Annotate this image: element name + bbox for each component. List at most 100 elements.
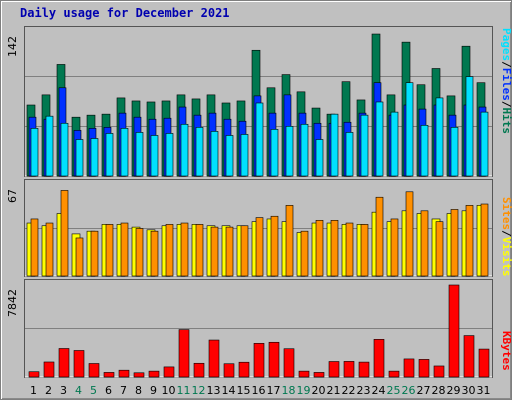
x-tick-label: 3	[60, 384, 67, 397]
kbytes-bar	[148, 370, 160, 378]
kbytes-legend-entry: KBytes	[500, 331, 512, 371]
sites-bar	[225, 226, 234, 277]
pages-bar	[270, 129, 279, 177]
kbytes-bar	[193, 362, 205, 378]
kbytes-bar	[28, 371, 40, 378]
pages-bar	[315, 139, 324, 177]
x-tick-label: 9	[150, 384, 157, 397]
pages-bar	[105, 133, 114, 177]
kbytes-bar	[208, 339, 220, 378]
hits-ymax-label: 142	[6, 36, 19, 57]
x-tick-label: 14	[222, 384, 236, 397]
kbytes-bar	[133, 372, 145, 378]
x-tick-label: 15	[237, 384, 251, 397]
pages-bar	[480, 111, 489, 177]
chart-title: Daily usage for December 2021	[20, 6, 230, 20]
pages-bar	[120, 128, 129, 177]
sites-bar	[45, 222, 54, 277]
sites-bar	[450, 209, 459, 277]
kbytes-bar	[73, 350, 85, 378]
x-tick-label: 19	[297, 384, 311, 397]
sites-bar	[435, 221, 444, 277]
pages-bar	[210, 131, 219, 177]
kbytes-bar	[358, 361, 370, 378]
pages-bar	[75, 139, 84, 177]
pages-bar	[255, 102, 264, 177]
sites-bar	[165, 224, 174, 277]
visits-legend-entry: Visits	[500, 237, 512, 277]
pages-bar	[60, 122, 69, 177]
kbytes-bar	[328, 361, 340, 378]
sites-bar	[465, 205, 474, 277]
sites-bar	[90, 230, 99, 277]
sites-bar	[315, 220, 324, 277]
pages-bar	[435, 97, 444, 177]
sites-bar	[75, 237, 84, 277]
hits-legend-entry: /	[500, 101, 512, 108]
sites-bar	[240, 225, 249, 277]
pages-bar	[45, 115, 54, 177]
sites-bar	[360, 224, 369, 277]
sites-bar	[390, 218, 399, 277]
kbytes-bar	[58, 348, 70, 378]
x-tick-label: 20	[312, 384, 326, 397]
pages-bar	[225, 135, 234, 177]
pages-bar	[165, 133, 174, 177]
kbytes-bar	[223, 363, 235, 378]
hits-legend-entry: Hits	[500, 108, 512, 135]
x-tick-label: 21	[327, 384, 341, 397]
hits-legend-entry: Files	[500, 68, 512, 101]
hits-legend-entry: /	[500, 61, 512, 68]
visits-legend: Sites/Visits	[500, 197, 512, 277]
x-tick-label: 10	[162, 384, 176, 397]
pages-bar	[195, 127, 204, 177]
x-tick-label: 30	[462, 384, 476, 397]
visits-legend-entry: /	[500, 230, 512, 237]
kbytes-bar	[313, 372, 325, 378]
sites-bar	[405, 191, 414, 277]
pages-bar	[90, 138, 99, 177]
kbytes-bar	[403, 358, 415, 378]
kbytes-bar	[433, 365, 445, 378]
kbytes-bar	[163, 366, 175, 378]
kbytes-bar	[253, 343, 265, 378]
sites-bar	[255, 217, 264, 277]
x-tick-label: 18	[282, 384, 296, 397]
kbytes-bar	[268, 341, 280, 378]
x-tick-label: 25	[387, 384, 401, 397]
kbytes-bar	[88, 363, 100, 378]
pages-bar	[330, 113, 339, 177]
sites-bar	[180, 222, 189, 277]
sites-bar	[60, 190, 69, 277]
sites-bar	[210, 226, 219, 277]
pages-bar	[420, 124, 429, 177]
sites-bar	[135, 228, 144, 277]
visits-legend-entry: Sites	[500, 197, 512, 230]
visits-ymax-label: 67	[6, 189, 19, 203]
hits-legend-entry: Pages	[500, 28, 512, 61]
x-tick-label: 22	[342, 384, 356, 397]
kbytes-bar	[178, 329, 190, 378]
pages-bar	[465, 76, 474, 177]
kbytes-bar	[343, 361, 355, 378]
pages-bar	[375, 101, 384, 177]
x-tick-label: 16	[252, 384, 266, 397]
pages-bar	[360, 114, 369, 177]
sites-bar	[375, 196, 384, 277]
kbytes-ymax-label: 7842	[6, 289, 19, 317]
x-tick-label: 29	[447, 384, 461, 397]
x-tick-label: 5	[90, 384, 97, 397]
x-tick-label: 7	[120, 384, 127, 397]
kbytes-bar	[43, 361, 55, 378]
sites-bar	[480, 203, 489, 277]
kbytes-bar	[103, 372, 115, 378]
kbytes-bar	[463, 335, 475, 378]
pages-bar	[180, 123, 189, 177]
hits-legend: Pages/Files/Hits	[500, 28, 512, 134]
x-tick-label: 27	[417, 384, 431, 397]
x-tick-label: 24	[372, 384, 386, 397]
sites-bar	[150, 230, 159, 277]
sites-bar	[285, 205, 294, 277]
kbytes-bar	[118, 369, 130, 378]
x-tick-label: 23	[357, 384, 371, 397]
